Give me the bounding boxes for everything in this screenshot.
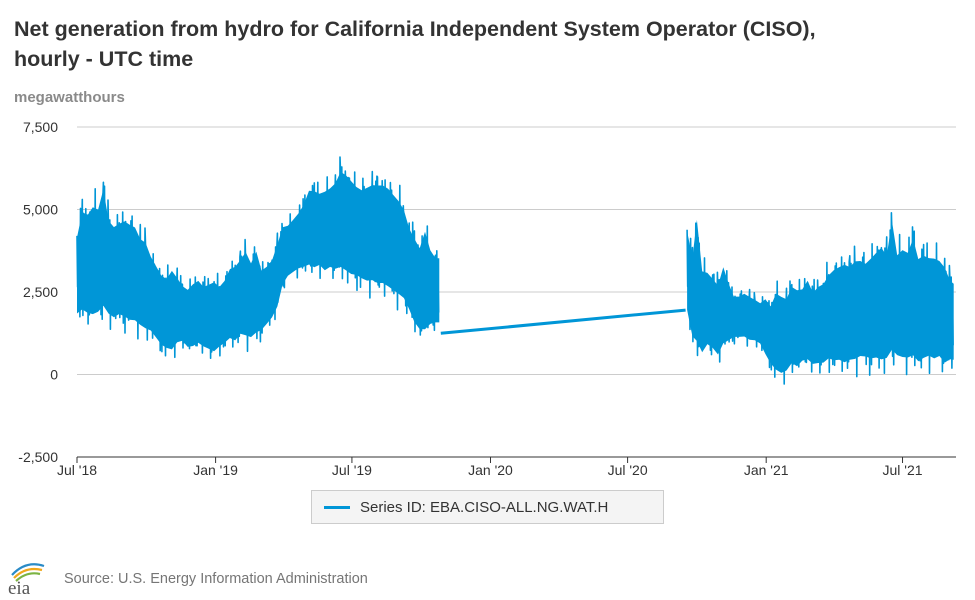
source-note: Source: U.S. Energy Information Administ… [64, 571, 368, 587]
x-tick-label: Jul '18 [57, 462, 97, 478]
series-gap-connector [440, 308, 686, 335]
y-tick-label: 0 [50, 367, 58, 383]
series-band [77, 171, 440, 352]
legend-label: Series ID: EBA.CISO-ALL.NG.WAT.H [360, 498, 609, 516]
chart-title: Net generation from hydro for California… [14, 17, 816, 71]
series-line[interactable] [76, 156, 954, 385]
x-tick-label: Jan '20 [468, 462, 513, 478]
x-tick-label: Jan '19 [193, 462, 238, 478]
x-tick-label: Jul '20 [608, 462, 648, 478]
x-tick-label: Jul '21 [883, 462, 923, 478]
x-tick-label: Jan '21 [744, 462, 789, 478]
series-band [687, 219, 954, 373]
x-axis-ticks: Jul '18 Jan '19 Jul '19 Jan '20 Jul '20 Jan '… [57, 456, 956, 478]
eia-logo-icon[interactable]: eia [6, 558, 50, 596]
y-tick-label: 7,500 [23, 119, 58, 135]
x-tick-label: Jul '19 [332, 462, 372, 478]
y-axis-units-label: megawatthours [14, 89, 125, 106]
logo-text: eia [8, 578, 31, 596]
y-tick-label: 2,500 [23, 284, 58, 300]
y-tick-label: 5,000 [23, 202, 58, 218]
y-tick-label: -2,500 [18, 449, 58, 465]
legend-swatch [324, 505, 350, 509]
legend-item[interactable]: Series ID: EBA.CISO-ALL.NG.WAT.H [311, 490, 664, 524]
y-axis-ticks: -2,500 0 2,500 5,000 7,500 [18, 119, 58, 465]
